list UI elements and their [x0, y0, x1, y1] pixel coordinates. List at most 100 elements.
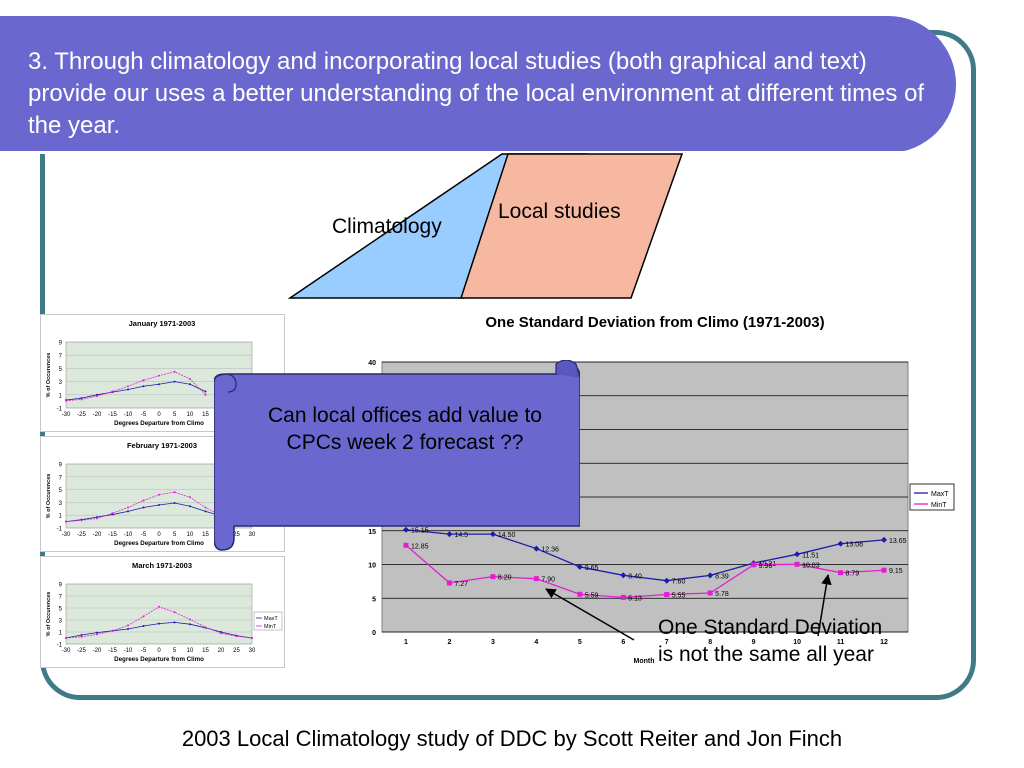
legend-label: MaxT — [931, 491, 949, 498]
mint-point — [664, 592, 670, 598]
march-chart: March 1971-2003 -1 1 3 5 7 9 -30 -25 -20 -15 -10 -5 0… — [40, 556, 285, 668]
mini-y-tick: 9 — [59, 463, 63, 469]
std-dev-note: One Standard Deviation is not the same a… — [658, 616, 883, 666]
data-label-mint: 9.96 — [759, 563, 773, 570]
x-tick-label: 9 — [752, 639, 756, 646]
mini-point-maxt — [204, 390, 207, 393]
maxt-point — [881, 536, 887, 543]
mini-point-maxt — [173, 502, 176, 505]
mint-point — [881, 567, 887, 573]
mini-x-label: Degrees Departure from Climo — [114, 540, 204, 547]
x-tick-label: 2 — [448, 639, 452, 646]
mini-x-tick: 30 — [249, 532, 256, 538]
mini-point-maxt — [127, 510, 129, 513]
mini-y-label: % of Occurences — [46, 592, 52, 637]
mini-chart-title: January 1971-2003 — [129, 319, 196, 328]
mini-point-maxt — [158, 503, 160, 506]
data-label-mint: 7.27 — [454, 581, 468, 588]
mini-point-maxt — [158, 383, 160, 386]
mini-x-tick: 5 — [173, 648, 177, 654]
x-tick-label: 1 — [404, 639, 408, 646]
slide-title: 3. Through climatology and incorporating… — [28, 48, 925, 139]
mini-point-mint — [127, 506, 129, 509]
legend-box — [909, 483, 955, 511]
mini-point-mint — [158, 605, 160, 608]
mini-point-mint — [127, 624, 129, 627]
mini-point-mint — [96, 633, 98, 636]
mini-y-tick: 5 — [59, 488, 63, 494]
y-tick-label: 15 — [368, 529, 376, 536]
mini-point-maxt — [189, 505, 191, 508]
data-label-maxt: 14.50 — [498, 532, 516, 539]
mini-point-maxt — [80, 634, 83, 636]
maxt-point — [533, 545, 540, 552]
mini-series-maxt — [65, 381, 206, 401]
mini-y-tick: 7 — [59, 354, 63, 360]
mini-x-tick: 10 — [187, 412, 194, 418]
arrow-to-maxt — [817, 573, 832, 637]
mini-x-tick: 15 — [202, 412, 209, 418]
y-tick-label: 10 — [368, 563, 376, 570]
maxt-point — [489, 531, 496, 538]
mint-point — [446, 580, 452, 586]
mini-x-tick: -10 — [124, 648, 133, 654]
y-tick-label: 0 — [372, 630, 376, 637]
mini-y-tick: -1 — [57, 407, 63, 413]
maxt-point — [403, 526, 409, 533]
mini-y-tick: 1 — [59, 393, 63, 399]
mini-y-tick: -1 — [57, 643, 63, 649]
y-tick-label: 40 — [368, 360, 376, 367]
mini-y-tick: 3 — [59, 380, 63, 386]
mini-x-tick: 15 — [202, 532, 209, 538]
maxt-point — [446, 531, 453, 538]
x-axis-label: Month — [634, 658, 655, 665]
mini-x-tick: -20 — [93, 648, 102, 654]
maxt-point — [794, 551, 801, 558]
mini-point-mint — [96, 517, 98, 520]
mini-point-mint — [189, 377, 191, 380]
data-label-mint: 12.85 — [411, 543, 429, 550]
y-tick-label: 5 — [372, 596, 376, 603]
mini-point-mint — [189, 496, 191, 499]
mini-y-tick: -1 — [57, 527, 63, 533]
data-label-mint: 8.79 — [846, 571, 860, 578]
mini-point-maxt — [189, 623, 191, 626]
data-label-mint: 8.20 — [498, 575, 512, 582]
mini-point-maxt — [96, 631, 98, 634]
mini-legend-label: MaxT — [264, 616, 278, 622]
mini-x-tick: -15 — [108, 532, 117, 538]
main-chart-title: One Standard Deviation from Climo (1971-… — [485, 314, 824, 331]
mini-x-tick: -5 — [141, 412, 147, 418]
mini-point-mint — [65, 520, 67, 523]
mini-point-mint — [80, 519, 83, 522]
maxt-point — [663, 577, 670, 584]
mint-point — [794, 561, 800, 567]
mini-point-maxt — [173, 380, 176, 383]
mini-series-mint — [65, 371, 206, 402]
data-label-maxt: 15.15 — [411, 528, 429, 535]
mint-point — [533, 576, 539, 582]
mini-point-mint — [204, 506, 207, 509]
slide-caption: 2003 Local Climatology study of DDC by S… — [181, 726, 843, 751]
mini-point-mint — [158, 493, 160, 496]
maxt-point — [837, 540, 844, 547]
mini-point-mint — [204, 626, 207, 629]
x-tick-label: 6 — [621, 639, 625, 646]
mini-x-tick: 25 — [233, 532, 240, 538]
data-label-maxt: 8.39 — [715, 573, 729, 580]
mini-point-maxt — [189, 383, 191, 386]
x-tick-label: 5 — [578, 639, 582, 646]
mini-point-mint — [158, 374, 160, 377]
mini-point-mint — [204, 393, 207, 396]
mini-point-mint — [235, 635, 238, 638]
mini-x-tick: 0 — [157, 532, 161, 538]
x-tick-label: 3 — [491, 639, 495, 646]
data-label-maxt: 9.65 — [585, 565, 599, 572]
mint-point — [620, 594, 626, 600]
mini-point-mint — [173, 611, 176, 614]
mini-chart-title: February 1971-2003 — [127, 441, 197, 450]
data-label-maxt: 13.65 — [889, 538, 907, 545]
mini-point-mint — [189, 618, 191, 621]
mini-x-label: Degrees Departure from Climo — [114, 420, 204, 427]
